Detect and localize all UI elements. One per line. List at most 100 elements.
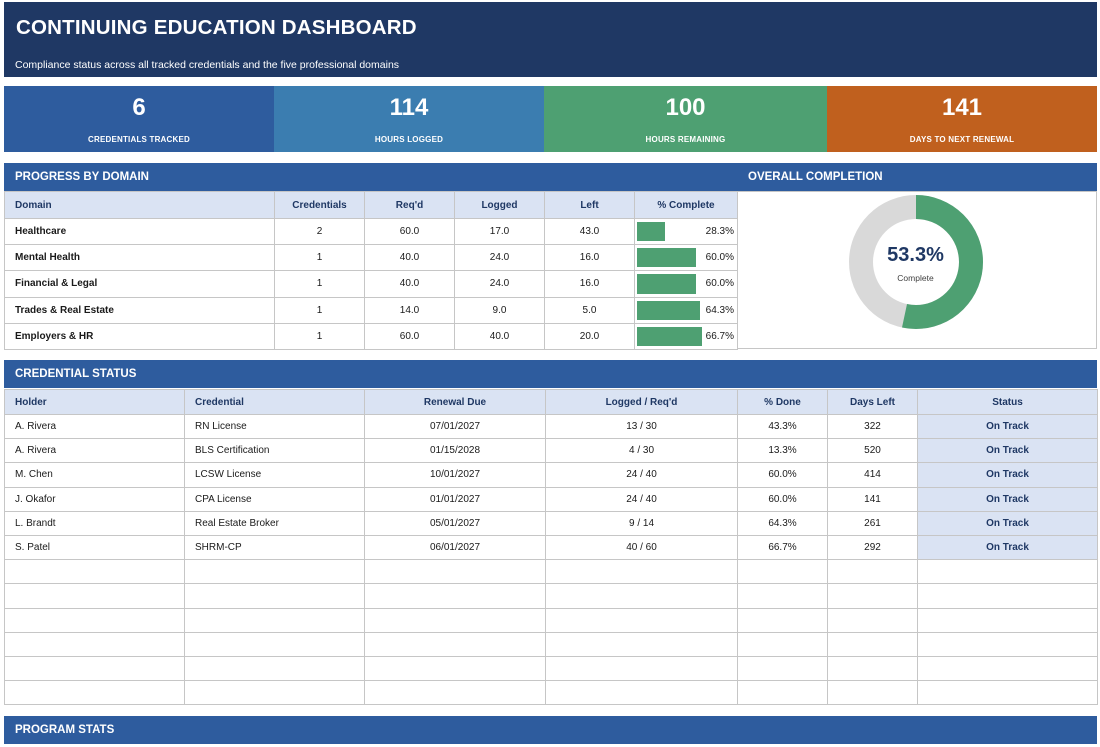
- logged-required-cell: 9 / 14: [545, 510, 738, 536]
- renewal-due-cell: 01/01/2027: [364, 486, 546, 512]
- status-badge: On Track: [917, 486, 1098, 512]
- holder-cell: M. Chen: [4, 462, 185, 488]
- days-left-cell: 322: [827, 413, 918, 440]
- column-header-left: Left: [544, 191, 635, 219]
- domain-credentials: 1: [274, 244, 365, 272]
- domain-percent: 66.7%: [705, 330, 734, 342]
- column-header-days-left: Days Left: [827, 389, 918, 415]
- program-stats-section-header: PROGRAM STATS: [4, 716, 1097, 744]
- logged-required-cell: 4 / 30: [545, 438, 738, 464]
- domain-required: 60.0: [364, 217, 455, 246]
- kpi-value: 100: [665, 94, 706, 121]
- table-row: M. Chen LCSW License 10/01/2027 24 / 40 …: [4, 462, 1098, 488]
- credential-cell: LCSW License: [184, 462, 365, 488]
- column-header-logged-required: Logged / Req'd: [545, 389, 738, 415]
- domain-logged: 17.0: [454, 217, 545, 246]
- holder-cell: L. Brandt: [4, 510, 185, 536]
- domain-required: 14.0: [364, 296, 455, 324]
- table-row: Trades & Real Estate 1 14.0 9.0 5.0 64.3…: [4, 296, 738, 324]
- overall-completion-panel: 53.3% Complete: [737, 191, 1097, 349]
- status-badge: On Track: [917, 413, 1098, 440]
- empty-row: [4, 583, 1098, 609]
- domain-percent-cell: 60.0%: [634, 244, 738, 272]
- renewal-due-cell: 07/01/2027: [364, 413, 546, 440]
- domain-logged: 9.0: [454, 296, 545, 324]
- domain-percent-cell: 66.7%: [634, 322, 738, 350]
- percent-done-cell: 60.0%: [737, 486, 828, 512]
- status-badge: On Track: [917, 534, 1098, 561]
- domain-percent-cell: 28.3%: [634, 217, 738, 246]
- kpi-label: DAYS TO NEXT RENEWAL: [909, 135, 1015, 144]
- column-header-status: Status: [917, 389, 1098, 415]
- logged-required-cell: 13 / 30: [545, 413, 738, 440]
- progress-bar: [637, 300, 700, 320]
- empty-row: [4, 631, 1098, 657]
- kpi-value: 6: [132, 94, 146, 121]
- kpi-label: HOURS LOGGED: [374, 135, 444, 144]
- kpi-value: 141: [941, 94, 983, 121]
- table-row: Financial & Legal 1 40.0 24.0 16.0 60.0%: [4, 270, 738, 298]
- column-header-required: Req'd: [364, 191, 455, 219]
- empty-row: [4, 559, 1098, 585]
- column-header-percent-done: % Done: [737, 389, 828, 415]
- credential-cell: BLS Certification: [184, 438, 365, 464]
- table-row: A. Rivera BLS Certification 01/15/2028 4…: [4, 438, 1098, 464]
- column-header-logged: Logged: [454, 191, 545, 219]
- holder-cell: S. Patel: [4, 534, 185, 561]
- domain-required: 40.0: [364, 270, 455, 298]
- holder-cell: A. Rivera: [4, 438, 185, 464]
- column-header-domain: Domain: [4, 191, 275, 219]
- empty-row: [4, 607, 1098, 633]
- donut-complete-arc: [849, 195, 983, 329]
- credential-cell: CPA License: [184, 486, 365, 512]
- domain-left: 16.0: [544, 244, 635, 272]
- kpi-hours-logged: 114 HOURS LOGGED: [274, 86, 544, 152]
- status-badge: On Track: [917, 510, 1098, 536]
- domain-credentials: 1: [274, 270, 365, 298]
- domain-logged: 40.0: [454, 322, 545, 350]
- domain-name: Mental Health: [4, 244, 275, 272]
- days-left-cell: 414: [827, 462, 918, 488]
- kpi-hours-remaining: 100 HOURS REMAINING: [544, 86, 827, 152]
- completion-donut-chart: [849, 195, 983, 329]
- table-row: J. Okafor CPA License 01/01/2027 24 / 40…: [4, 486, 1098, 512]
- table-row: L. Brandt Real Estate Broker 05/01/2027 …: [4, 510, 1098, 536]
- dashboard-subtitle: Compliance status across all tracked cre…: [15, 59, 400, 71]
- overall-percent: 53.3%: [887, 244, 944, 266]
- logged-required-cell: 24 / 40: [545, 462, 738, 488]
- table-row: Healthcare 2 60.0 17.0 43.0 28.3%: [4, 217, 738, 246]
- credential-cell: Real Estate Broker: [184, 510, 365, 536]
- domain-progress-table: Domain Credentials Req'd Logged Left % C…: [4, 191, 738, 350]
- domain-required: 40.0: [364, 244, 455, 272]
- kpi-label: HOURS REMAINING: [645, 135, 726, 144]
- domain-logged: 24.0: [454, 244, 545, 272]
- renewal-due-cell: 01/15/2028: [364, 438, 546, 464]
- kpi-days-to-renewal: 141 DAYS TO NEXT RENEWAL: [827, 86, 1097, 152]
- domain-logged: 24.0: [454, 270, 545, 298]
- credential-section-header: CREDENTIAL STATUS: [4, 360, 1097, 388]
- domain-percent-cell: 64.3%: [634, 296, 738, 324]
- credential-table-header-row: Holder Credential Renewal Due Logged / R…: [4, 389, 1098, 415]
- domain-percent: 28.3%: [705, 226, 734, 237]
- domain-section-header: PROGRESS BY DOMAIN: [4, 163, 737, 191]
- domain-left: 5.0: [544, 296, 635, 324]
- domain-credentials: 1: [274, 322, 365, 350]
- logged-required-cell: 40 / 60: [545, 534, 738, 561]
- credential-status-table: Holder Credential Renewal Due Logged / R…: [4, 389, 1098, 706]
- holder-cell: A. Rivera: [4, 413, 185, 440]
- domain-left: 16.0: [544, 270, 635, 298]
- kpi-label: CREDENTIALS TRACKED: [87, 135, 191, 144]
- progress-bar: [637, 248, 696, 268]
- renewal-due-cell: 10/01/2027: [364, 462, 546, 488]
- column-header-holder: Holder: [4, 389, 185, 415]
- kpi-credentials-tracked: 6 CREDENTIALS TRACKED: [4, 86, 274, 152]
- progress-bar: [637, 274, 696, 294]
- empty-row: [4, 655, 1098, 682]
- kpi-strip: 6 CREDENTIALS TRACKED 114 HOURS LOGGED 1…: [4, 86, 1097, 152]
- days-left-cell: 520: [827, 438, 918, 464]
- progress-bar: [637, 326, 703, 346]
- column-header-renewal-due: Renewal Due: [364, 389, 546, 415]
- domain-percent: 64.3%: [705, 304, 734, 316]
- progress-bar: [637, 222, 665, 242]
- status-badge: On Track: [917, 438, 1098, 464]
